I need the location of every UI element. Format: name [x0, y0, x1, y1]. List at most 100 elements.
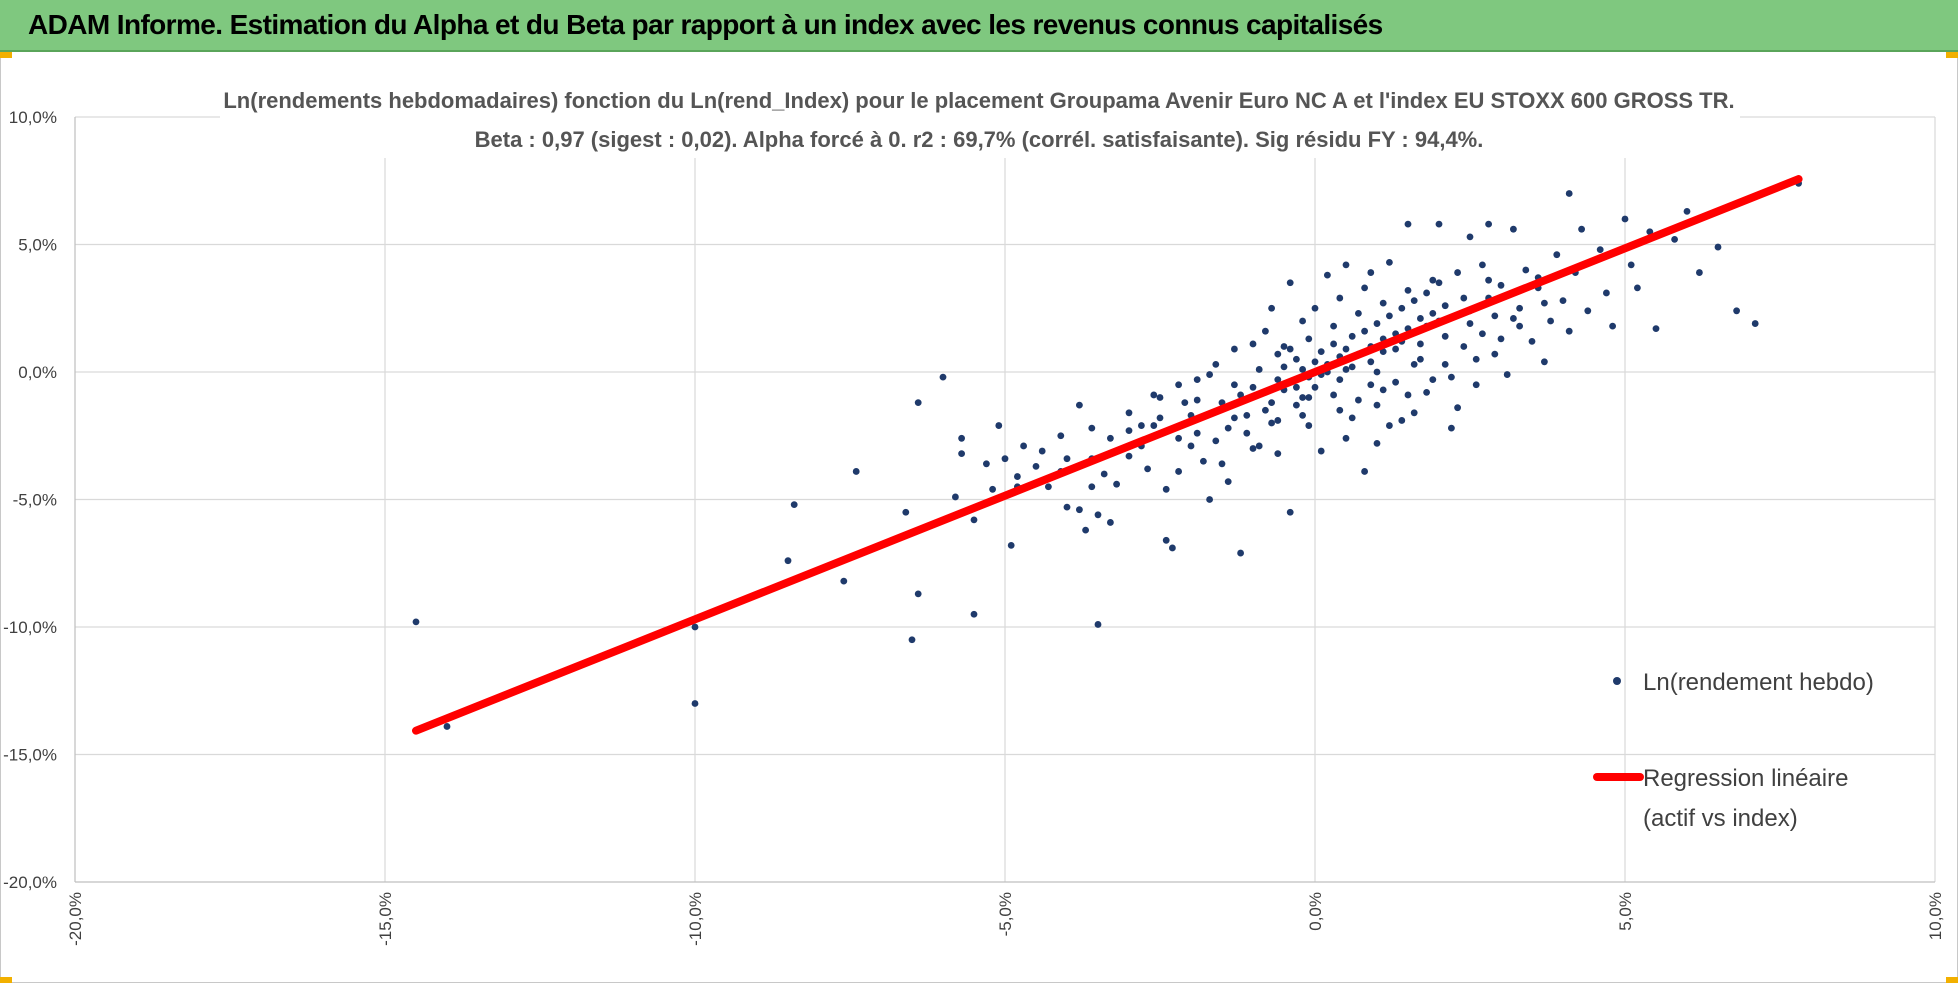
data-point — [1398, 304, 1406, 312]
data-point — [1057, 432, 1065, 440]
data-point — [1150, 391, 1158, 399]
data-point — [1454, 404, 1461, 412]
data-point — [1361, 327, 1368, 335]
data-point — [1001, 455, 1009, 463]
data-point — [1181, 399, 1189, 406]
data-point — [1361, 468, 1368, 475]
data-point — [852, 468, 860, 475]
data-point — [1088, 424, 1096, 432]
corner-marker-top-right — [1946, 52, 1958, 58]
data-point — [1076, 506, 1083, 514]
data-point — [1417, 340, 1424, 348]
data-point — [1485, 220, 1492, 228]
data-point — [784, 557, 792, 565]
legend-label-regression: Regression linéaire — [1643, 765, 1848, 792]
data-point — [1187, 442, 1195, 450]
regression-line — [412, 175, 1803, 735]
data-point — [691, 623, 699, 631]
data-point — [1410, 297, 1418, 304]
data-point — [1286, 508, 1294, 516]
data-point — [1274, 376, 1282, 384]
data-point — [1317, 348, 1325, 355]
data-point — [1299, 366, 1306, 373]
data-point — [1485, 276, 1492, 284]
data-point — [1255, 366, 1263, 373]
y-tick-label: -20,0% — [3, 873, 57, 892]
y-tick-label: 0,0% — [18, 363, 57, 382]
data-point — [1609, 322, 1616, 330]
x-tick-label: 0,0% — [1306, 892, 1325, 931]
data-point — [1367, 358, 1375, 366]
data-point — [1410, 360, 1418, 368]
y-tick-label: -15,0% — [3, 746, 57, 765]
data-point — [1584, 307, 1592, 315]
data-point — [1429, 276, 1437, 284]
data-point — [1330, 322, 1337, 330]
data-point — [840, 577, 848, 585]
data-point — [1175, 381, 1182, 389]
data-point — [1336, 294, 1344, 302]
data-point — [1671, 236, 1678, 243]
data-point — [1404, 391, 1412, 399]
data-point — [1379, 299, 1387, 307]
data-point — [1404, 287, 1412, 294]
data-point — [1299, 317, 1306, 325]
data-point — [1038, 447, 1046, 455]
data-point — [1683, 207, 1691, 215]
data-point — [1100, 470, 1108, 478]
data-point — [1014, 473, 1021, 480]
x-tick-label: -5,0% — [996, 892, 1015, 936]
data-point — [1231, 381, 1238, 389]
axes — [74, 117, 1935, 883]
data-point — [1578, 225, 1585, 233]
data-point — [1373, 401, 1381, 409]
data-point — [1299, 394, 1306, 401]
data-point — [1107, 519, 1114, 526]
data-point — [995, 422, 1003, 429]
data-point — [958, 450, 965, 457]
data-point — [1404, 220, 1412, 228]
data-point — [1441, 360, 1449, 368]
data-point — [1094, 621, 1102, 628]
data-point — [1466, 233, 1474, 241]
data-point — [1751, 320, 1759, 327]
tick-labels: -20,0% -15,0% -10,0% -5,0% 0,0% 5,0% 10,0% -20,… — [3, 108, 1945, 946]
x-tick-label: -10,0% — [686, 892, 705, 946]
data-point — [1262, 327, 1269, 335]
data-point — [1714, 243, 1722, 251]
data-point — [1268, 304, 1275, 312]
legend-label-scatter: Ln(rendement hebdo) — [1643, 669, 1874, 696]
data-point — [1193, 429, 1201, 437]
data-point — [1169, 544, 1176, 552]
data-point — [412, 618, 420, 626]
data-point — [1206, 496, 1213, 503]
data-point — [1460, 294, 1468, 302]
data-point — [1082, 526, 1089, 534]
data-point — [1342, 366, 1350, 373]
corner-marker-bottom-left — [0, 977, 12, 983]
data-point — [1076, 401, 1083, 409]
subtitle-backdrop — [220, 82, 1740, 158]
data-point — [1125, 409, 1133, 417]
data-point — [1435, 220, 1443, 228]
data-point — [1280, 343, 1288, 350]
data-point — [1032, 462, 1040, 470]
data-point — [1224, 424, 1232, 432]
data-point — [1125, 452, 1133, 460]
data-point — [1634, 284, 1641, 292]
data-point — [1423, 389, 1430, 396]
data-point — [1274, 450, 1282, 457]
legend-label-regression-line2: (actif vs index) — [1643, 805, 1798, 832]
data-point — [1448, 424, 1455, 432]
data-point — [1299, 411, 1306, 419]
data-point — [952, 493, 959, 501]
data-point — [939, 373, 947, 381]
data-point — [1379, 348, 1387, 355]
data-point — [691, 700, 699, 707]
data-point — [983, 460, 990, 468]
data-point — [1330, 340, 1337, 348]
data-point — [1497, 281, 1505, 289]
data-point — [1596, 246, 1604, 254]
y-tick-label: -10,0% — [3, 618, 57, 637]
data-point — [1367, 269, 1375, 276]
